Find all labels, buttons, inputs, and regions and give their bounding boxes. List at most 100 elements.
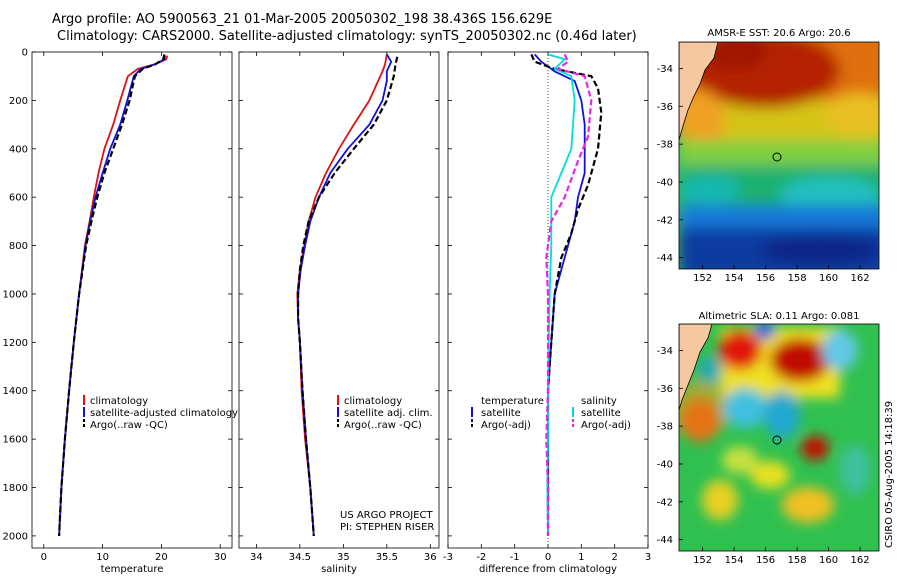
salinity-panel-series-satellite [297, 53, 393, 536]
legend-label-climatology: climatology [90, 396, 148, 407]
difference-panel-xlabel: difference from climatology [479, 564, 617, 575]
x-tick-label: 2 [611, 552, 617, 563]
salinity-panel-frame [238, 51, 440, 549]
map-y-tick-label: -42 [657, 497, 673, 508]
y-tick-label: 0 [22, 48, 28, 59]
sla-float-marker [772, 435, 782, 445]
project-credit: US ARGO PROJECT [340, 510, 434, 521]
map-x-tick-label: 156 [756, 273, 775, 284]
y-tick-label: 600 [9, 193, 28, 204]
map-x-tick-label: 160 [819, 273, 838, 284]
x-tick-label: 30 [214, 552, 227, 563]
map-x-tick-label: 152 [693, 555, 712, 566]
sla-map [679, 324, 879, 551]
x-tick-label: 35.5 [376, 552, 398, 563]
map-x-tick-label: 158 [788, 273, 807, 284]
sst-x-ticks: 152 154 156 158 160 162 [693, 265, 870, 284]
x-tick-label: -3 [443, 552, 453, 563]
diff-legend-sal-title: salinity [581, 396, 617, 407]
difference-panel-series-temp-satellite [534, 53, 586, 536]
x-tick-label: 34.5 [289, 552, 311, 563]
sst-map-title: AMSR-E SST: 20.6 Argo: 20.6 [707, 28, 850, 39]
diff-legend-label-temp-sat: satellite [481, 408, 521, 419]
map-y-tick-label: -36 [657, 384, 673, 395]
y-tick-label: 400 [9, 144, 28, 155]
difference-panel-plot: -3 -2 -1 0 1 2 3 difference from climatology [443, 51, 651, 575]
salinity-legend: climatology satellite adj. clim. Argo(..… [337, 395, 433, 431]
y-tick-label: 1000 [3, 289, 28, 300]
salinity-panel-plot: 34 34.5 35 35.5 36 salinity [238, 51, 440, 575]
map-x-tick-label: 152 [693, 273, 712, 284]
map-x-tick-label: 160 [819, 555, 838, 566]
map-y-tick-label: -38 [657, 422, 673, 433]
diff-legend-label-sal-argo: Argo(-adj) [581, 420, 631, 431]
x-tick-label: 36 [424, 552, 437, 563]
y-tick-label: 1400 [3, 386, 28, 397]
x-tick-label: 1 [578, 552, 584, 563]
map-y-tick-label: -34 [657, 64, 673, 75]
x-tick-label: -2 [476, 552, 486, 563]
timestamp-stamp: CSIRO 05-Aug-2005 14:18:39 [884, 401, 895, 548]
diff-legend-label-sal-sat: satellite [581, 408, 621, 419]
map-y-tick-label: -44 [657, 535, 673, 546]
x-tick-label: 34 [250, 552, 263, 563]
x-tick-label: 35 [337, 552, 350, 563]
legend-label-satellite: satellite-adjusted climatology [90, 408, 238, 419]
x-tick-label: 0 [41, 552, 47, 563]
sla-y-ticks: -34 -36 -38 -40 -42 -44 [657, 346, 683, 546]
figure-title-line2: Climatology: CARS2000. Satellite-adjuste… [57, 29, 637, 44]
temperature-panel-series-argo [58, 54, 166, 536]
x-tick-label: 0 [545, 552, 551, 563]
y-tick-label: 1800 [3, 483, 28, 494]
x-tick-label: -1 [510, 552, 520, 563]
salinity-panel-xlabel: salinity [321, 564, 357, 575]
x-tick-label: 3 [645, 552, 651, 563]
map-x-tick-label: 154 [725, 273, 744, 284]
sst-float-marker [772, 152, 782, 162]
sst-y-ticks: -34 -36 -38 -40 -42 -44 [657, 64, 683, 264]
legend-label-sal-satellite: satellite adj. clim. [344, 408, 433, 419]
difference-legend: temperature satellite Argo(-adj) salinit… [471, 396, 631, 431]
y-tick-label: 1200 [3, 338, 28, 349]
map-y-tick-label: -36 [657, 102, 673, 113]
map-x-tick-label: 162 [851, 273, 870, 284]
map-y-tick-label: -40 [657, 177, 673, 188]
y-tick-label: 2000 [3, 531, 28, 542]
map-y-tick-label: -38 [657, 140, 673, 151]
sst-map-frame [678, 41, 880, 270]
profile-panels: 0 10 20 30temperature0200400600800100012001… [3, 48, 652, 576]
map-x-tick-label: 154 [725, 555, 744, 566]
y-tick-label: 800 [9, 241, 28, 252]
map-y-tick-label: -40 [657, 459, 673, 470]
legend-label-sal-climatology: climatology [344, 396, 402, 407]
salinity-panel-series-argo [297, 56, 399, 536]
temperature-legend: climatology satellite-adjusted climatolo… [83, 395, 238, 431]
temperature-panel-series-climatology [58, 55, 169, 536]
difference-panel-series-sal-satellite [546, 53, 576, 536]
sst-map [679, 42, 879, 269]
x-tick-label: 10 [96, 552, 109, 563]
sla-map-frame [678, 323, 880, 552]
difference-panel-series-temp-argo [530, 53, 603, 536]
legend-label-argo: Argo(..raw -QC) [90, 420, 168, 431]
map-x-tick-label: 156 [756, 555, 775, 566]
sla-map-title: Altimetric SLA: 0.11 Argo: 0.081 [699, 311, 860, 322]
y-tick-label: 1600 [3, 435, 28, 446]
sla-x-ticks: 152 154 156 158 160 162 [693, 547, 870, 566]
temperature-panel-xlabel: temperature [101, 564, 164, 575]
diff-legend-label-temp-argo: Argo(-adj) [481, 420, 531, 431]
x-tick-label: 20 [155, 552, 168, 563]
map-y-tick-label: -44 [657, 253, 673, 264]
legend-label-sal-argo: Argo(..raw -QC) [344, 420, 422, 431]
map-y-tick-label: -34 [657, 346, 673, 357]
diff-legend-temp-title: temperature [481, 396, 544, 407]
figure-title-line1: Argo profile: AO 5900563_21 01-Mar-2005 … [52, 12, 553, 27]
map-x-tick-label: 158 [788, 555, 807, 566]
map-y-tick-label: -42 [657, 215, 673, 226]
pi-credit: PI: STEPHEN RISER [340, 522, 434, 533]
y-tick-label: 200 [9, 96, 28, 107]
map-x-tick-label: 162 [851, 555, 870, 566]
temperature-panel-plot: 0 10 20 30 temperature 0 200 400 600 800 1000 1200 1… [3, 48, 233, 575]
temperature-panel-frame [31, 51, 233, 549]
